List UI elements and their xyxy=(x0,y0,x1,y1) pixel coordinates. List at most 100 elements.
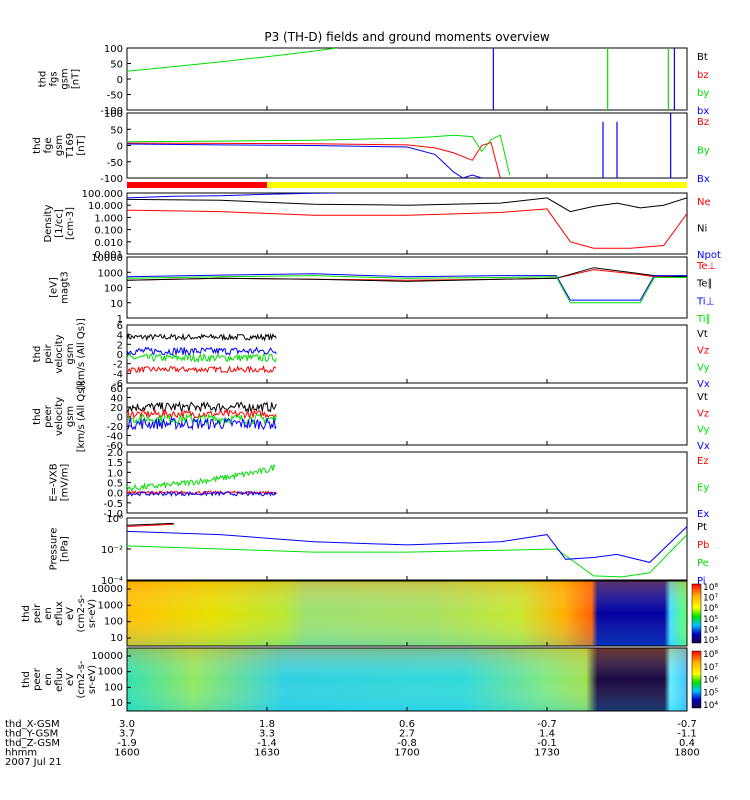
y-axis-label: E=-VXB[mV/m] xyxy=(49,463,71,501)
y-axis-label-line: fgs xyxy=(49,71,60,86)
y-tick-label: 100 xyxy=(104,284,123,295)
figure-title: P3 (TH-D) fields and ground moments over… xyxy=(264,30,549,44)
y-tick-label: -100 xyxy=(100,106,123,117)
y-tick-label: 10⁻⁴ xyxy=(101,576,123,587)
y-tick-label: 10⁻² xyxy=(101,545,123,556)
y-axis-label-line: [1/cc] xyxy=(54,209,65,238)
y-axis-label-line: gsm xyxy=(54,135,65,156)
colorbar-tick-label: 10⁶ xyxy=(703,604,718,614)
y-tick-label: 1.5 xyxy=(107,458,123,469)
y-axis-label-line: eflux xyxy=(54,601,65,626)
y-tick-label: 10 xyxy=(110,633,123,644)
y-axis-label-line: peer xyxy=(32,667,43,691)
x-axis-value: -1.1 xyxy=(677,729,697,740)
y-axis-label-line: [nT] xyxy=(76,135,87,155)
legend-Bz: Bz xyxy=(697,117,709,128)
y-axis-label-line: gsm xyxy=(65,406,76,427)
y-axis-label-line: gsm xyxy=(65,343,76,364)
y-tick-label: 100.000 xyxy=(82,189,123,200)
panel-frame xyxy=(126,256,688,319)
series-Vz xyxy=(127,364,277,374)
y-tick-label: 0.001 xyxy=(94,250,123,261)
y-axis-label-line: eflux xyxy=(54,667,65,692)
colorbar-tick-label: 10⁴ xyxy=(703,625,718,635)
y-axis-label-line: Pressure xyxy=(49,528,60,571)
y-axis-label: thdfgsgsm[nT] xyxy=(38,68,82,89)
panel-temperature: [eV]magt3 10000 1000 100 10 1 Te⊥ Te∥ Ti⊥ Ti∥ xyxy=(49,253,717,325)
y-axis-label-line: magt3 xyxy=(60,271,71,304)
x-axis-value: 3.0 xyxy=(119,719,135,730)
x-axis-value: -0.7 xyxy=(677,719,697,730)
y-tick-label: 0.0 xyxy=(107,489,123,500)
y-axis-label-line: velocity xyxy=(54,397,65,436)
y-tick-label: 2 xyxy=(117,340,123,351)
series-Ti⊥ xyxy=(127,273,687,301)
legend-bx: bx xyxy=(697,106,709,117)
y-axis-label-line: thd xyxy=(32,137,43,154)
series-By xyxy=(127,134,511,176)
panel-peir_eflux: 10⁸10⁷10⁶10⁵10⁴10³10000100010010thdpeire… xyxy=(21,580,718,647)
y-tick-label: 6 xyxy=(117,321,123,332)
y-axis-label-line: [eV] xyxy=(49,277,60,298)
series-Bx xyxy=(127,143,482,178)
y-axis-label-line: T169 xyxy=(65,133,76,159)
y-tick-label: -60 xyxy=(107,441,123,452)
colorbar-tick-label: 10⁵ xyxy=(703,688,718,698)
y-tick-label: 100 xyxy=(104,109,123,120)
plot-area xyxy=(127,193,687,249)
y-tick-label: 1000 xyxy=(98,268,123,279)
y-axis-label: thdpeervelocitygsm[km/s (All Qs)] xyxy=(32,381,87,453)
panels: thdfgsgsm[nT]100500-50-100Btbzbybxthdfge… xyxy=(21,44,721,712)
y-axis-label-line: thd xyxy=(21,671,32,688)
y-tick-label: 0 xyxy=(117,75,123,86)
x-axis-value: 1600 xyxy=(114,748,139,759)
x-axis: thd_X-GSM 3.0 1.8 0.6 -0.7 -0.7 thd_Y-GSM 3.7 3.… xyxy=(5,719,700,768)
y-tick-label: 10.000 xyxy=(88,201,123,212)
legend-Vy: Vy xyxy=(697,425,710,436)
y-tick-label: 4 xyxy=(117,331,123,342)
y-tick-label: 0.100 xyxy=(94,226,123,237)
y-tick-label: -100 xyxy=(100,174,123,185)
y-tick-label: 100 xyxy=(104,617,123,628)
x-axis-value: 3.7 xyxy=(119,729,135,740)
x-axis-row-label: thd_Z-GSM xyxy=(5,738,60,749)
y-axis-label-line: Density xyxy=(43,204,54,242)
y-axis-label: Pressure[nPa] xyxy=(49,528,71,571)
x-axis-date: 2007 Jul 21 xyxy=(5,757,62,768)
series-Vy xyxy=(127,352,277,364)
y-tick-label: 100 xyxy=(104,44,123,55)
panel-fgs: thdfgsgsm[nT] 100 50 0 -50 -100 Bt bz by bx xyxy=(38,44,710,117)
legend-Pt: Pt xyxy=(697,522,707,533)
panel-peer_velocity: thdpeervelocitygsm[km/s (All Qs)] 6040200… xyxy=(32,381,710,453)
y-tick-label: 20 xyxy=(110,403,123,414)
y-tick-label: 10 xyxy=(110,698,123,709)
y-tick-label: 0.5 xyxy=(107,479,123,490)
legend-Npot: Npot xyxy=(697,250,721,261)
y-tick-label: -4 xyxy=(113,369,123,380)
legend-Ey: Ey xyxy=(697,483,709,494)
y-tick-label: 1000 xyxy=(98,667,123,678)
x-axis-value: -0.8 xyxy=(397,738,417,749)
series-Vt xyxy=(127,400,277,414)
y-tick-label: 40 xyxy=(110,394,123,405)
series-Vt xyxy=(127,332,277,342)
series-Te∥ xyxy=(127,267,687,282)
x-axis-value: 1800 xyxy=(674,748,699,759)
y-axis-label-line: [cm-3] xyxy=(65,207,76,240)
y-axis-label-line: [nT] xyxy=(71,69,82,89)
y-tick-label: 100 xyxy=(104,682,123,693)
y-axis-label-line: sr-eV) xyxy=(87,665,98,694)
legend-Vz: Vz xyxy=(697,346,709,357)
y-tick-label: 60 xyxy=(110,384,123,395)
y-tick-label: 2.0 xyxy=(107,448,123,459)
plot-area xyxy=(127,463,277,498)
legend-Vx: Vx xyxy=(697,441,710,452)
legend-Vx: Vx xyxy=(697,379,710,390)
y-axis-label: thdfgegsmT169[nT] xyxy=(32,133,87,159)
series-Ne xyxy=(127,208,687,249)
y-tick-label: -2 xyxy=(113,360,123,371)
y-tick-label: 10⁰ xyxy=(106,514,123,525)
x-axis-row-label: thd_Y-GSM xyxy=(5,729,58,740)
y-tick-label: 10000 xyxy=(91,253,123,264)
legend-Vz: Vz xyxy=(697,408,709,419)
